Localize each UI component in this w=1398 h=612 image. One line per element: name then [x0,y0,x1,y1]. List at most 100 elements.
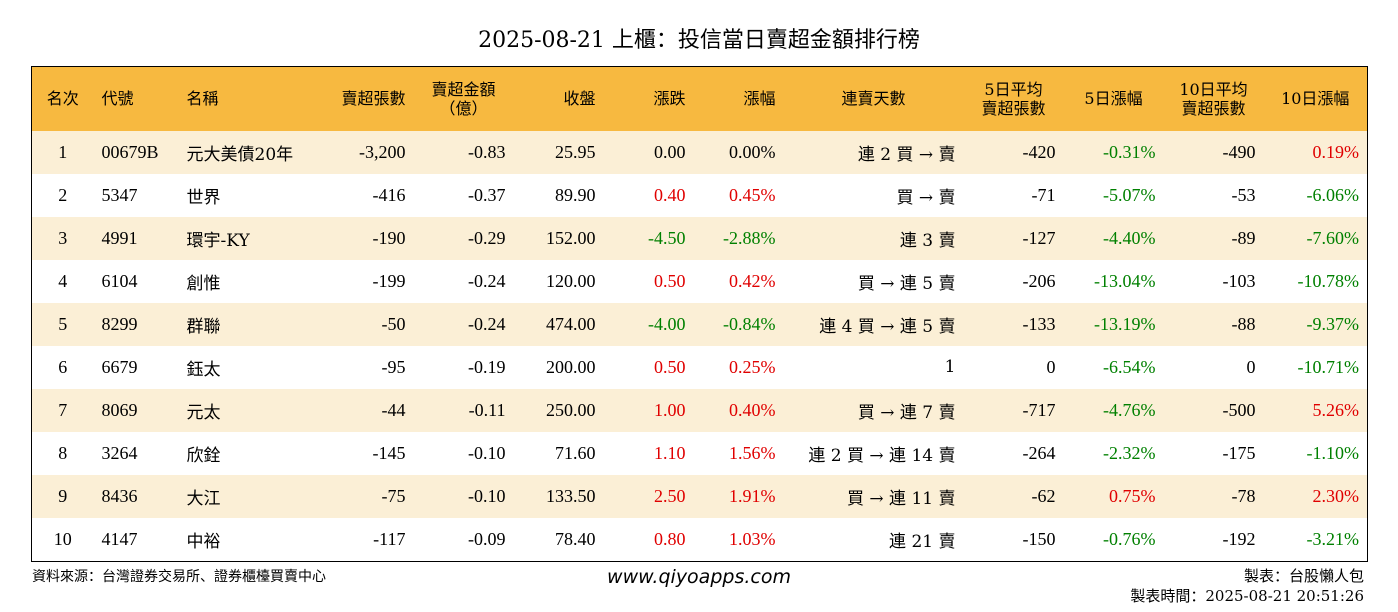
cell-name: 環宇-KY [186,230,250,251]
cell-pct10: -1.10% [1306,442,1360,463]
cell-sell-amount: -0.10 [468,442,506,463]
cell-pct10: -10.78% [1297,270,1360,291]
cell-change-pct: -0.84% [723,313,776,334]
cell-avg10: -500 [1222,399,1256,420]
header-pct10: 10日漲幅 [1281,89,1350,109]
author-label: 製表：台股懶人包 [1243,567,1364,585]
cell-code: 6104 [101,270,138,291]
cell-code: 4991 [101,227,138,248]
cell-code: 5347 [101,184,138,205]
header-avg5: 5日平均 賣超張數 [964,67,1064,131]
cell-close: 89.90 [555,184,596,205]
header-avg10-line2: 賣超張數 [1181,98,1246,118]
table-row: 2 5347 世界 -416 -0.37 89.90 0.40 0.45% 買 → 賣 -71 -5… [31,173,1368,217]
cell-close: 120.00 [546,270,596,291]
cell-close: 250.00 [546,399,596,420]
cell-change: 0.40 [654,184,686,205]
cell-name: 鈺太 [186,359,221,380]
header-name: 名稱 [186,89,219,109]
cell-close: 71.60 [555,442,596,463]
cell-close: 200.00 [546,356,596,377]
cell-pct5: -4.76% [1103,399,1156,420]
cell-change: 0.50 [654,270,686,291]
cell-change-pct: 0.45% [729,184,776,205]
table-row: 3 4991 環宇-KY -190 -0.29 152.00 -4.50 -2.88% 連 3 … [31,216,1368,260]
cell-sell-lots: -190 [372,227,406,248]
header-avg10-line1: 10日平均 [1179,79,1248,99]
cell-code: 4147 [101,528,138,549]
header-sell-lots: 賣超張數 [341,89,406,109]
cell-rank: 3 [58,227,68,248]
cell-change: 0.50 [654,356,686,377]
cell-sell-lots: -75 [381,485,406,506]
cell-sell-lots: -95 [381,356,406,377]
cell-streak: 連 21 賣 [889,531,956,552]
cell-code: 3264 [101,442,138,463]
cell-close: 474.00 [546,313,596,334]
cell-rank: 5 [58,313,68,334]
cell-sell-amount: -0.29 [468,227,506,248]
cell-streak: 連 4 買 → 連 5 賣 [819,316,956,337]
timestamp-label: 製表時間：2025-08-21 20:51:26 [1130,587,1364,605]
footer-credits: 製表：台股懶人包 製表時間：2025-08-21 20:51:26 [1130,566,1364,606]
table-row: 10 4147 中裕 -117 -0.09 78.40 0.80 1.03% 連 21 賣 -15… [31,517,1368,561]
header-sell-amount-line2: （億） [439,98,488,118]
cell-sell-lots: -199 [372,270,406,291]
cell-rank: 2 [58,184,68,205]
table-row: 4 6104 創惟 -199 -0.24 120.00 0.50 0.42% 買 → 連 5 賣… [31,259,1368,303]
cell-sell-lots: -3,200 [359,141,406,162]
cell-sell-amount: -0.83 [468,141,506,162]
cell-avg5: -62 [1031,485,1056,506]
cell-pct5: -13.04% [1094,270,1156,291]
cell-avg5: -420 [1022,141,1056,162]
cell-rank: 7 [58,399,68,420]
cell-pct10: 0.19% [1312,141,1360,162]
cell-name: 元太 [186,402,221,423]
header-rank: 名次 [46,89,79,109]
header-avg10: 10日平均 賣超張數 [1164,67,1264,131]
cell-avg5: -71 [1031,184,1056,205]
cell-code: 8436 [101,485,138,506]
cell-name: 創惟 [186,273,221,294]
cell-sell-lots: -50 [381,313,406,334]
cell-avg5: 0 [1046,356,1056,377]
table-row: 8 3264 欣銓 -145 -0.10 71.60 1.10 1.56% 連 2 買 → 連 … [31,431,1368,475]
table-row: 7 8069 元太 -44 -0.11 250.00 1.00 0.40% 買 → 連 7 賣 -… [31,388,1368,432]
website-link[interactable]: www.qiyoapps.com [607,566,791,588]
table-body: 1 00679B 元大美債20年 -3,200 -0.83 25.95 0.00 0.00% 連… [31,130,1368,561]
header-pct5: 5日漲幅 [1084,89,1143,109]
header-avg5-line2: 賣超張數 [981,98,1046,118]
cell-sell-amount: -0.24 [468,313,506,334]
cell-sell-amount: -0.19 [468,356,506,377]
header-sell-amount-line1: 賣超金額 [431,79,496,99]
cell-name: 群聯 [186,316,221,337]
cell-change: 2.50 [654,485,686,506]
cell-sell-amount: -0.11 [468,399,506,420]
cell-rank: 10 [53,528,72,549]
table-header-row: 名次 代號 名稱 賣超張數 賣超金額 （億） 收盤 漲跌 漲幅 連賣天數 5日平… [31,66,1368,131]
cell-rank: 6 [58,356,68,377]
cell-avg10: -175 [1222,442,1256,463]
header-change: 漲跌 [653,89,686,109]
cell-avg10: 0 [1246,356,1256,377]
ranking-table: 名次 代號 名稱 賣超張數 賣超金額 （億） 收盤 漲跌 漲幅 連賣天數 5日平… [31,66,1368,562]
table-row: 9 8436 大江 -75 -0.10 133.50 2.50 1.91% 買 → 連 11 賣… [31,474,1368,518]
cell-streak: 買 → 連 11 賣 [847,488,956,509]
cell-close: 152.00 [546,227,596,248]
cell-change-pct: 0.40% [729,399,776,420]
cell-pct5: -6.54% [1103,356,1156,377]
cell-avg5: -127 [1022,227,1056,248]
cell-streak: 連 2 買 → 賣 [857,144,956,165]
cell-avg5: -206 [1022,270,1056,291]
cell-close: 133.50 [546,485,596,506]
cell-avg10: -78 [1231,485,1256,506]
cell-pct10: 2.30% [1312,485,1360,506]
cell-sell-amount: -0.09 [468,528,506,549]
cell-sell-lots: -117 [373,528,406,549]
cell-change-pct: 1.03% [729,528,776,549]
page-title: 2025-08-21 上櫃：投信當日賣超金額排行榜 [478,28,920,53]
cell-avg10: -192 [1222,528,1256,549]
cell-close: 25.95 [555,141,596,162]
cell-avg10: -88 [1231,313,1256,334]
cell-close: 78.40 [555,528,596,549]
